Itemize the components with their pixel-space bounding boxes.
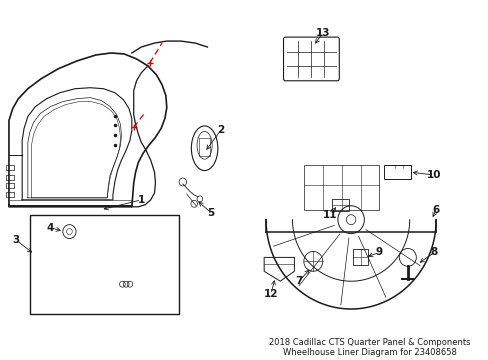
Text: 2: 2 [217, 125, 224, 135]
Text: 10: 10 [426, 170, 441, 180]
Bar [199, 138, 210, 156]
Text: 7: 7 [295, 276, 302, 286]
Bar [30, 215, 179, 314]
Text: 3: 3 [12, 234, 19, 244]
Text: 2018 Cadillac CTS Quarter Panel & Components: 2018 Cadillac CTS Quarter Panel & Compon… [269, 338, 470, 347]
Bar [331, 199, 348, 211]
Text: 11: 11 [323, 210, 337, 220]
Text: 13: 13 [315, 28, 329, 38]
Text: Wheelhouse Liner Diagram for 23408658: Wheelhouse Liner Diagram for 23408658 [283, 348, 456, 357]
Bar [6, 175, 14, 180]
Text: 1: 1 [137, 195, 144, 205]
Text: 8: 8 [430, 247, 437, 257]
Text: 6: 6 [432, 205, 439, 215]
Bar [384, 165, 410, 179]
Bar [6, 165, 14, 170]
Bar [303, 165, 379, 210]
Bar [6, 183, 14, 188]
Text: 5: 5 [207, 208, 214, 218]
Bar [6, 192, 14, 197]
Text: 12: 12 [263, 289, 278, 299]
Bar [352, 249, 367, 265]
Text: 9: 9 [375, 247, 382, 257]
Text: 4: 4 [47, 222, 54, 233]
